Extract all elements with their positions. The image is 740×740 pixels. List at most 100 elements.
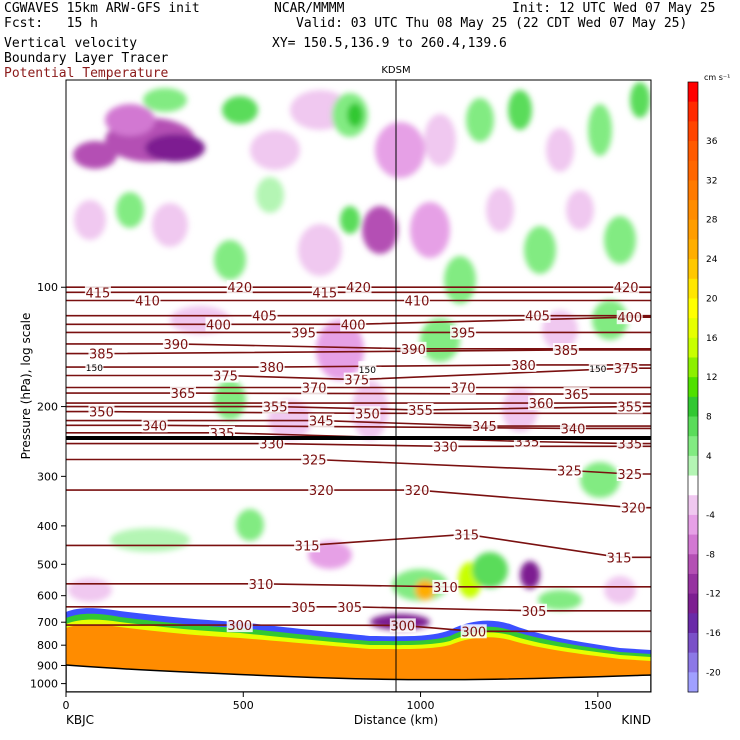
x-tick-label: 0 <box>63 699 70 712</box>
theta-contour-label: 315 <box>607 551 632 566</box>
vertical-velocity-field <box>68 82 650 630</box>
theta-line-350 <box>66 410 651 415</box>
pressure-150-label: 150 <box>359 366 376 376</box>
theta-contour-label: 380 <box>259 361 284 376</box>
colorbar-tick-label: 20 <box>706 294 718 304</box>
theta-contour-label: 330 <box>259 438 284 453</box>
y-axis: 100 200 300 400 500 600 700 800 900 1000 <box>30 281 66 691</box>
y-tick-label: 500 <box>37 558 58 571</box>
x-tick-label: 1500 <box>584 699 612 712</box>
left-station-label: KBJC <box>66 713 94 727</box>
theta-contour-label: 350 <box>355 407 380 422</box>
theta-line-310 <box>66 583 651 588</box>
colorbar-swatch <box>688 318 698 339</box>
terrain-ground <box>66 664 651 692</box>
field-vertical-velocity: Vertical velocity <box>4 36 138 51</box>
theta-contour-label: 375 <box>344 374 369 389</box>
colorbar-tick-label: -16 <box>706 629 721 639</box>
theta-contour-label: 370 <box>302 381 327 396</box>
theta-line-390 <box>66 343 651 350</box>
right-station-label: KIND <box>621 713 651 727</box>
valid-time: Valid: 03 UTC Thu 08 May 25 (22 CDT Wed … <box>296 16 688 31</box>
theta-contour-label: 385 <box>89 348 114 363</box>
theta-label-bg <box>620 500 647 515</box>
theta-line-365 <box>66 392 651 395</box>
colorbar-tick-label: -4 <box>706 511 715 521</box>
theta-contour-label: 315 <box>454 528 479 543</box>
theta-contour-label: 325 <box>557 465 582 480</box>
model-title: CGWAVES 15km ARW-GFS init <box>4 1 200 16</box>
theta-contour-label: 405 <box>252 310 277 325</box>
colorbar-tick-label: 8 <box>706 413 712 423</box>
theta-label-bg <box>205 317 232 332</box>
theta-contour-label: 305 <box>522 605 547 620</box>
plot-frame <box>65 79 652 693</box>
forecast-hour: Fcst: 15 h <box>4 16 98 31</box>
theta-contour-label: 400 <box>341 318 366 333</box>
theta-contour-label: 325 <box>617 468 642 483</box>
colorbar-tick-label: -8 <box>706 550 715 560</box>
theta-label-bg <box>294 538 321 553</box>
colorbar-tick-label: 32 <box>706 176 717 186</box>
x-axis-label: Distance (km) <box>354 713 438 727</box>
colorbar-swatch <box>688 141 698 162</box>
theta-contour-label: 420 <box>346 281 371 296</box>
theta-contour-label: 355 <box>617 401 642 416</box>
x-tick-label: 500 <box>233 699 254 712</box>
colorbar-swatch <box>688 101 698 122</box>
theta-line-385 <box>66 349 651 355</box>
theta-label-bg <box>471 419 498 434</box>
theta-contour-label: 380 <box>511 359 536 374</box>
colorbar-swatch <box>688 200 698 221</box>
theta-contour-label: 375 <box>213 370 238 385</box>
theta-label-bg <box>404 293 430 308</box>
theta-label-bg <box>450 380 477 395</box>
colorbar-swatch <box>688 377 698 398</box>
theta-line-340 <box>66 424 651 430</box>
colorbar-swatch <box>688 357 698 378</box>
colorbar-swatch <box>688 554 698 575</box>
theta-label-bg <box>453 527 480 542</box>
theta-contour-label: 355 <box>263 401 288 416</box>
colorbar-swatch <box>688 239 698 260</box>
theta-contour-label: 390 <box>163 338 188 353</box>
colorbar-tick-label: 24 <box>706 255 718 265</box>
theta-label-bg <box>290 325 317 340</box>
theta-label-bg <box>290 599 317 614</box>
theta-contour-label: 355 <box>408 404 433 419</box>
theta-contour-label: 340 <box>561 422 586 437</box>
theta-contour-label: 405 <box>525 310 550 325</box>
colorbar-swatch <box>688 436 698 457</box>
theta-contour-label: 320 <box>309 484 334 499</box>
theta-label-bg <box>524 308 551 323</box>
theta-contour-label: 345 <box>472 420 497 435</box>
theta-contour-label: 365 <box>564 388 589 403</box>
theta-label-bg <box>251 308 278 323</box>
y-tick-label: 400 <box>37 520 58 533</box>
colorbar-tick-label: -12 <box>706 590 721 600</box>
colorbar-tick-label: 12 <box>706 373 717 383</box>
theta-contour-label: 360 <box>529 397 554 412</box>
theta-contour-label: 330 <box>433 440 458 455</box>
theta-label-bg <box>528 396 555 411</box>
theta-label-bg <box>301 380 328 395</box>
theta-label-bg <box>212 368 239 383</box>
theta-label-bg <box>613 361 640 376</box>
colorbar-tick-label: 28 <box>706 216 718 226</box>
init-time: Init: 12 UTC Wed 07 May 25 <box>512 1 716 16</box>
theta-label-bg <box>521 603 547 618</box>
theta-label-bg <box>226 280 253 295</box>
theta-contour-label: 315 <box>295 539 320 554</box>
y-tick-label: 900 <box>37 659 58 672</box>
theta-label-bg <box>616 436 643 451</box>
theta-label-bg <box>340 317 367 332</box>
theta-label-bg <box>556 463 583 478</box>
theta-label-bg <box>616 467 643 482</box>
theta-contour-label: 395 <box>291 326 316 341</box>
colorbar-unit: cm s⁻¹ <box>704 73 730 82</box>
colorbar-frame <box>687 81 699 693</box>
colorbar-tick-label: 16 <box>706 334 718 344</box>
theta-label-bg <box>404 483 430 498</box>
theta-label-bg <box>301 452 328 467</box>
